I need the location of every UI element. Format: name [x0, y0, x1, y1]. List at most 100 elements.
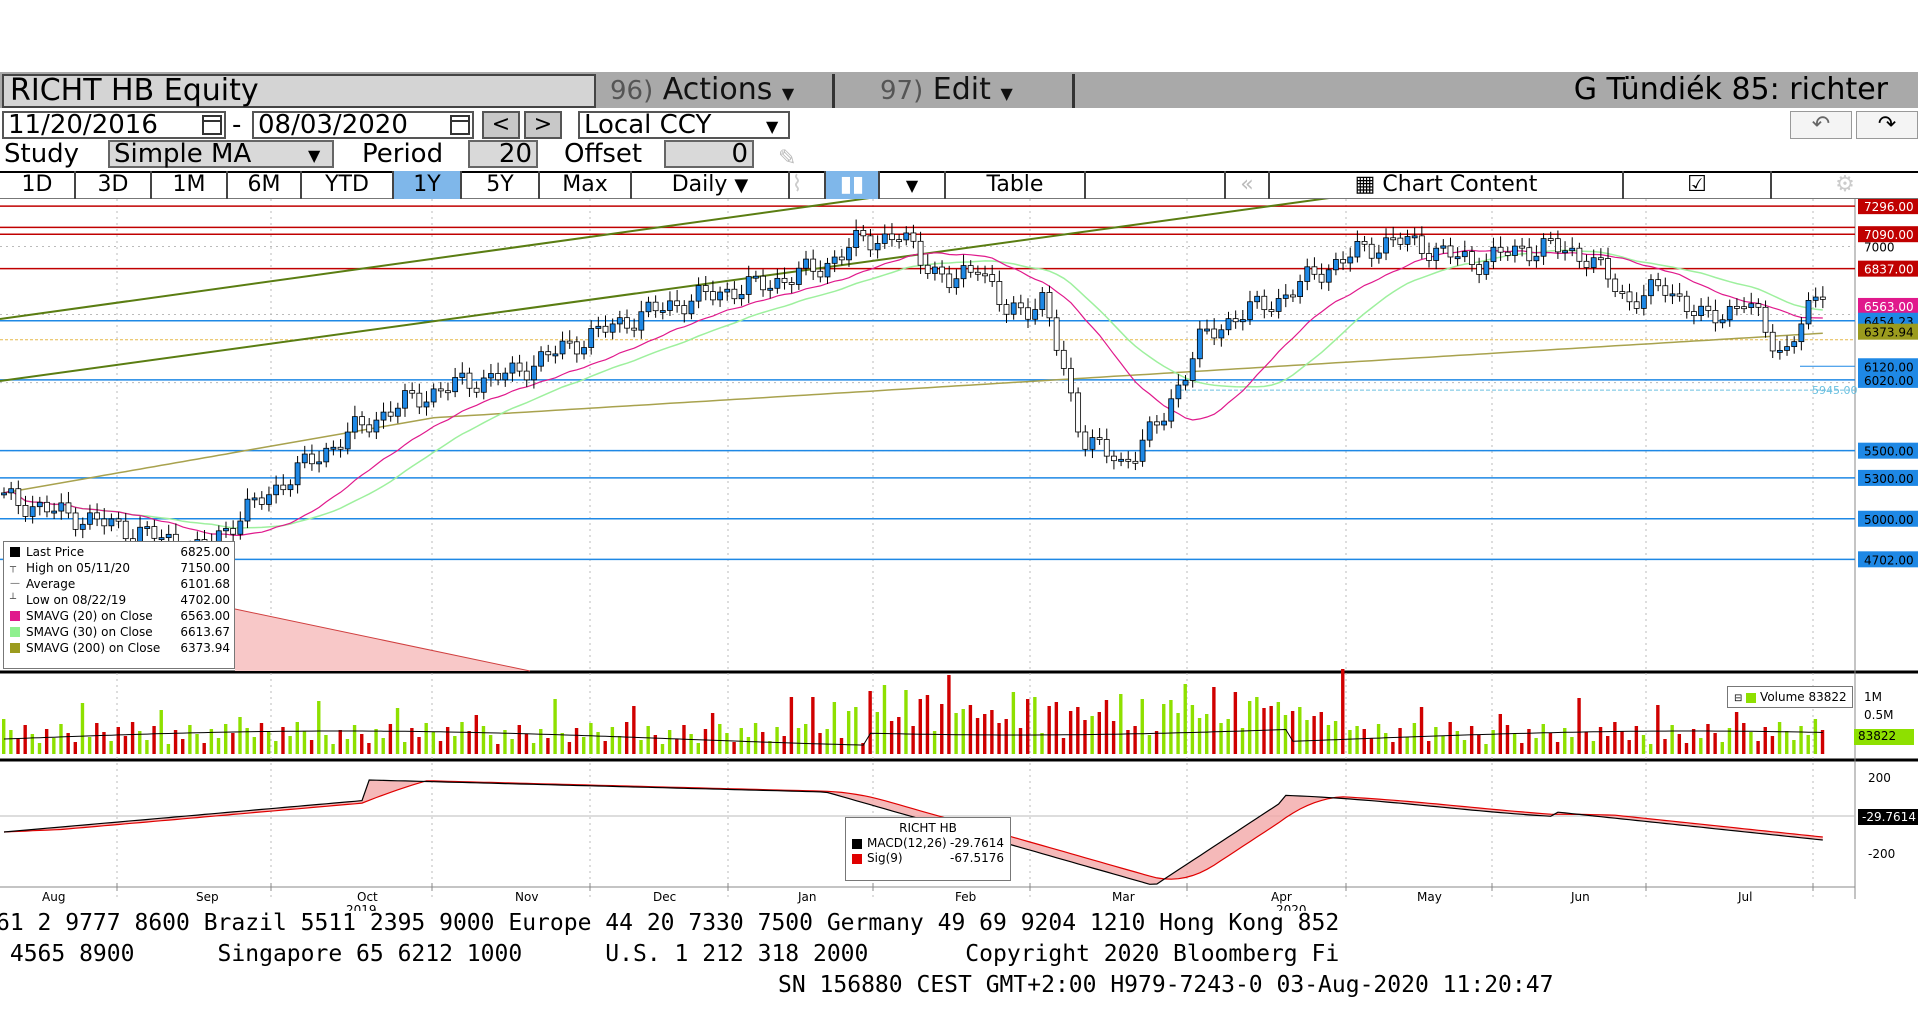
volume-bar — [1111, 721, 1116, 754]
volume-bar — [138, 731, 142, 754]
volume-bar — [16, 739, 20, 754]
volume-bar — [1670, 725, 1674, 754]
tab-5y[interactable]: 5Y — [462, 171, 540, 199]
candle — [960, 265, 967, 280]
candle — [287, 484, 294, 491]
tab-1m[interactable]: 1M — [152, 171, 228, 199]
offset-input[interactable]: 0 — [664, 140, 754, 168]
price-chart[interactable]: 7296.007090.0070006837.006563.006454.236… — [0, 199, 1918, 911]
volume-bar — [274, 741, 278, 754]
candlestick-icon[interactable]: ▮▮ — [826, 171, 880, 199]
collapse-icon[interactable]: ⊟ — [1734, 693, 1743, 704]
actions-menu[interactable]: 96) Actions ▼ — [610, 72, 795, 107]
rewind-icon[interactable]: « — [1226, 171, 1270, 199]
candle — [1325, 269, 1332, 283]
candle — [616, 317, 623, 325]
candle — [151, 526, 158, 539]
macd-axis-label: -29.7614 — [1862, 810, 1916, 824]
table-button[interactable]: Table — [946, 171, 1086, 199]
edit-menu[interactable]: 97) Edit ▼ — [880, 72, 1013, 107]
volume-bar — [403, 742, 407, 754]
volume-bar — [410, 728, 414, 754]
candle — [1533, 255, 1540, 262]
chart-type-dropdown[interactable]: ▼ — [880, 171, 946, 199]
candle — [1605, 258, 1611, 280]
ticker-field[interactable]: RICHT HB Equity — [2, 74, 596, 108]
candle — [36, 501, 43, 508]
volume-bar — [481, 726, 486, 754]
candle — [323, 447, 330, 463]
candle — [22, 505, 29, 517]
candle — [1311, 266, 1318, 275]
calendar-icon[interactable] — [202, 115, 222, 135]
study-select[interactable]: Simple MA — [108, 140, 334, 168]
candle — [101, 518, 108, 527]
tab-1y[interactable]: 1Y — [394, 171, 462, 199]
tab-6m[interactable]: 6M — [228, 171, 302, 199]
volume-bar — [1641, 735, 1646, 754]
gear-icon[interactable]: ⚙ — [1835, 172, 1855, 197]
volume-bar — [574, 728, 579, 754]
tab-1d[interactable]: 1D — [0, 171, 76, 199]
prev-period-button[interactable]: < — [482, 111, 520, 139]
candle — [638, 311, 645, 331]
line-chart-icon[interactable]: ⌇ — [770, 171, 826, 199]
undo-icon[interactable]: ↶ — [1790, 111, 1852, 139]
currency-select[interactable]: Local CCY — [578, 111, 790, 139]
candle — [745, 276, 752, 295]
volume-bar — [460, 722, 464, 754]
volume-bar — [181, 739, 185, 754]
volume-bar — [660, 744, 665, 754]
candle — [1111, 455, 1117, 462]
candle — [1053, 317, 1060, 351]
candle — [702, 285, 709, 292]
volume-bar — [703, 729, 708, 754]
candle — [788, 282, 795, 285]
calendar-icon[interactable] — [450, 115, 470, 135]
trend-line — [0, 199, 870, 320]
candle — [1691, 311, 1697, 316]
frequency-select[interactable]: Daily ▼ — [632, 171, 790, 199]
volume-bar — [80, 703, 85, 754]
candle — [1189, 358, 1196, 381]
edit-chart-icon[interactable]: ☑ — [1624, 171, 1772, 199]
end-date-input[interactable]: 08/03/2020 — [252, 111, 474, 139]
volume-bar — [130, 722, 135, 754]
tab-3d[interactable]: 3D — [76, 171, 152, 199]
volume-bar — [381, 738, 385, 754]
period-input[interactable]: 20 — [468, 140, 538, 168]
candle — [230, 528, 237, 535]
candle — [394, 407, 401, 417]
redo-icon[interactable]: ↷ — [1856, 111, 1918, 139]
candle — [502, 372, 509, 381]
next-period-button[interactable]: > — [524, 111, 562, 139]
trend-line — [234, 608, 531, 672]
pencil-icon[interactable]: ✎ — [778, 146, 797, 171]
candle — [244, 498, 251, 522]
volume-bar — [1061, 738, 1066, 754]
price-axis-label: 7000 — [1864, 240, 1895, 254]
start-date-input[interactable]: 11/20/2016 — [2, 111, 226, 139]
candle — [581, 347, 587, 355]
candle — [1597, 257, 1604, 261]
volume-bar — [1033, 697, 1037, 754]
candle — [710, 291, 716, 301]
tab-max[interactable]: Max — [540, 171, 632, 199]
candle — [924, 264, 931, 274]
volume-bar — [1763, 727, 1767, 754]
volume-bar — [1154, 731, 1159, 754]
chevron-down-icon: ▼ — [734, 175, 749, 196]
volume-bar — [503, 730, 507, 754]
chart-content-button[interactable]: ▦ Chart Content — [1270, 171, 1624, 199]
candle — [1519, 245, 1525, 249]
volume-bar — [768, 741, 772, 754]
volume-bar — [567, 742, 572, 754]
candle — [1275, 298, 1282, 312]
volume-bar — [911, 726, 915, 754]
tab-ytd[interactable]: YTD — [302, 171, 394, 199]
volume-bar — [639, 740, 643, 754]
study-label: Study — [4, 139, 80, 169]
volume-bar — [1183, 684, 1187, 754]
volume-axis-label: 0.5M — [1864, 708, 1893, 722]
candle — [1297, 281, 1304, 297]
